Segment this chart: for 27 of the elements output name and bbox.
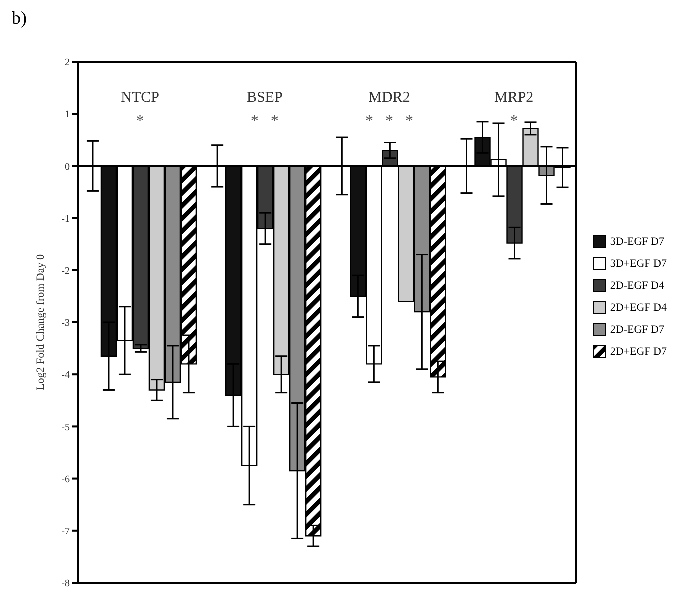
y-tick-label: -2 xyxy=(62,266,70,277)
x-tick-label: MDR2 xyxy=(368,90,410,106)
x-tick-label: BSEP xyxy=(246,90,283,106)
x-tick-label: MRP2 xyxy=(494,90,534,106)
chart-title: b) xyxy=(12,8,27,29)
y-axis-title: Log2 Fold Change from Day 0 xyxy=(34,254,47,390)
y-tick-label: -1 xyxy=(62,214,70,225)
annotation: * * * xyxy=(365,113,414,130)
y-tick-label: -3 xyxy=(62,318,70,330)
y-tick-label: -4 xyxy=(62,370,70,382)
legend-label: 2D-EGF D4 xyxy=(610,280,664,292)
legend-label: 2D-EGF D7 xyxy=(610,324,664,336)
legend-label: 3D-EGF D7 xyxy=(610,236,664,248)
annotation: * * xyxy=(250,113,279,130)
annotation: * xyxy=(136,113,144,130)
y-tick-label: 1 xyxy=(65,110,70,121)
y-tick-label: 0 xyxy=(65,162,70,173)
legend-label: 3D+EGF D7 xyxy=(610,258,667,270)
y-tick-label: -5 xyxy=(62,422,70,434)
x-tick-label: NTCP xyxy=(121,90,160,106)
y-tick-label: -7 xyxy=(62,526,70,538)
legend-label: 2D+EGF D7 xyxy=(610,346,667,358)
legend-label: 2D+EGF D4 xyxy=(610,302,667,314)
y-tick-label: -8 xyxy=(62,578,70,590)
y-tick-label: -6 xyxy=(62,474,70,486)
y-tick-label: 2 xyxy=(65,58,70,69)
annotation: * xyxy=(510,113,518,130)
